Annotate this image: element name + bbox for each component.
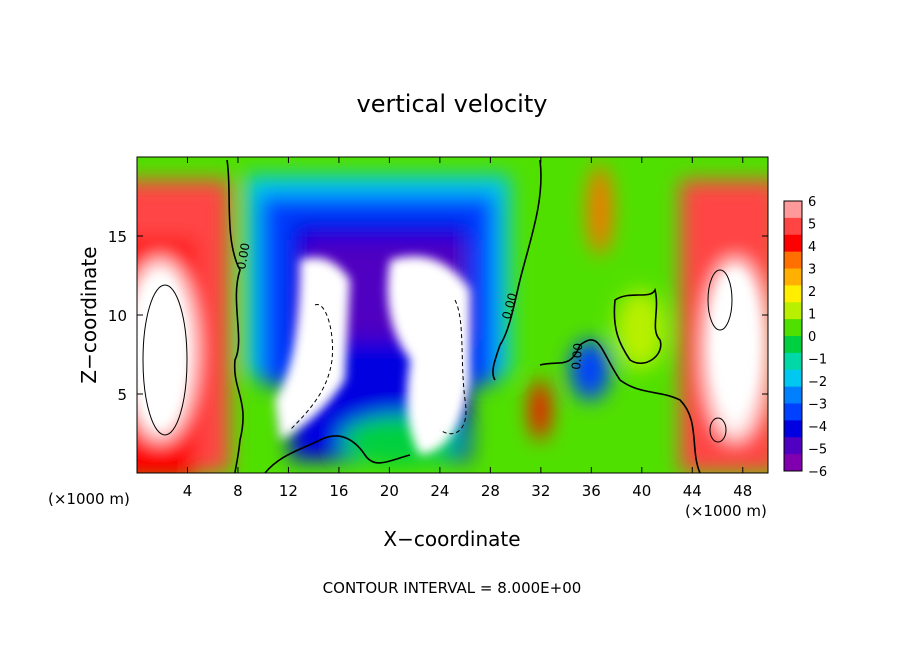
colorbar-tick-label: 5 <box>808 218 816 233</box>
colorbar-swatch <box>784 251 802 269</box>
x-tick-label: 40 <box>632 482 651 500</box>
colorbar-tick-label: −4 <box>808 420 827 435</box>
colorbar-tick-label: −6 <box>808 465 827 480</box>
x-axis-unit: (×1000 m) <box>48 490 130 508</box>
colorbar-tick-label: 6 <box>808 195 816 210</box>
colorbar-swatch <box>784 201 802 219</box>
x-tick-label: 44 <box>683 482 702 500</box>
contour-label: 0.00 <box>234 242 252 271</box>
contour-label: 0.00 <box>499 291 519 320</box>
x-tick-label: 28 <box>481 482 500 500</box>
colorbar-swatch <box>784 268 802 286</box>
x-axis-unit-right: (×1000 m) <box>685 502 767 520</box>
chart-title: vertical velocity <box>357 90 548 118</box>
x-tick-label: 24 <box>430 482 449 500</box>
contour-interval-note: CONTOUR INTERVAL = 8.000E+00 <box>323 579 582 597</box>
colorbar-tick-label: 3 <box>808 263 816 278</box>
colorbar-swatch <box>784 234 802 253</box>
colorbar-tick-label: −1 <box>808 353 827 368</box>
x-tick-label: 36 <box>582 482 601 500</box>
colorbar-swatch <box>784 217 802 236</box>
colorbar-swatch <box>784 454 802 472</box>
colorbar-tick-label: 1 <box>808 308 816 323</box>
x-axis-label: X−coordinate <box>383 527 520 551</box>
colorbar-tick-label: 4 <box>808 240 816 255</box>
colorbar: 6 5 4 3 2 1 0 −1 −2 −3 −4 −5 −6 <box>783 195 827 480</box>
colorbar-frame <box>783 200 803 472</box>
colorbar-tick-label: −2 <box>808 375 827 390</box>
thin-contours <box>142 269 733 443</box>
colorbar-swatch <box>784 302 802 320</box>
colorbar-swatch <box>784 420 802 438</box>
colorbar-swatch <box>784 437 802 455</box>
colorbar-swatch <box>784 285 802 303</box>
dashed-contours <box>289 299 467 435</box>
colorbar-tick-label: 0 <box>808 330 816 345</box>
x-axis: 4 8 12 16 20 24 28 32 36 40 44 48 <box>183 157 752 500</box>
colorbar-swatch <box>784 336 802 354</box>
x-tick-label: 20 <box>380 482 399 500</box>
x-tick-label: 12 <box>279 482 298 500</box>
x-tick-label: 8 <box>233 482 243 500</box>
colorbar-swatch <box>784 319 802 337</box>
zero-contours <box>226 159 701 473</box>
y-axis-label: Z−coordinate <box>77 246 101 383</box>
colorbar-tick-label: −5 <box>808 443 827 458</box>
y-axis: 5 10 15 <box>108 228 768 404</box>
white-cores <box>137 256 757 455</box>
plot-area: 0.00 0.00 0.00 <box>137 157 768 473</box>
contour-label: 0.00 <box>569 342 585 370</box>
colorbar-swatch <box>784 352 802 371</box>
colorbar-swatch <box>784 369 802 388</box>
colorbar-swatch <box>784 386 802 404</box>
x-tick-label: 32 <box>531 482 550 500</box>
y-tick-label: 15 <box>108 228 127 246</box>
y-tick-label: 10 <box>108 307 127 325</box>
colorbar-tick-label: 2 <box>808 285 816 300</box>
colorbar-swatch <box>784 403 802 421</box>
y-tick-label: 5 <box>117 386 127 404</box>
x-tick-label: 16 <box>329 482 348 500</box>
colorbar-tick-label: −3 <box>808 398 827 413</box>
x-tick-label: 4 <box>183 482 193 500</box>
x-tick-label: 48 <box>733 482 752 500</box>
